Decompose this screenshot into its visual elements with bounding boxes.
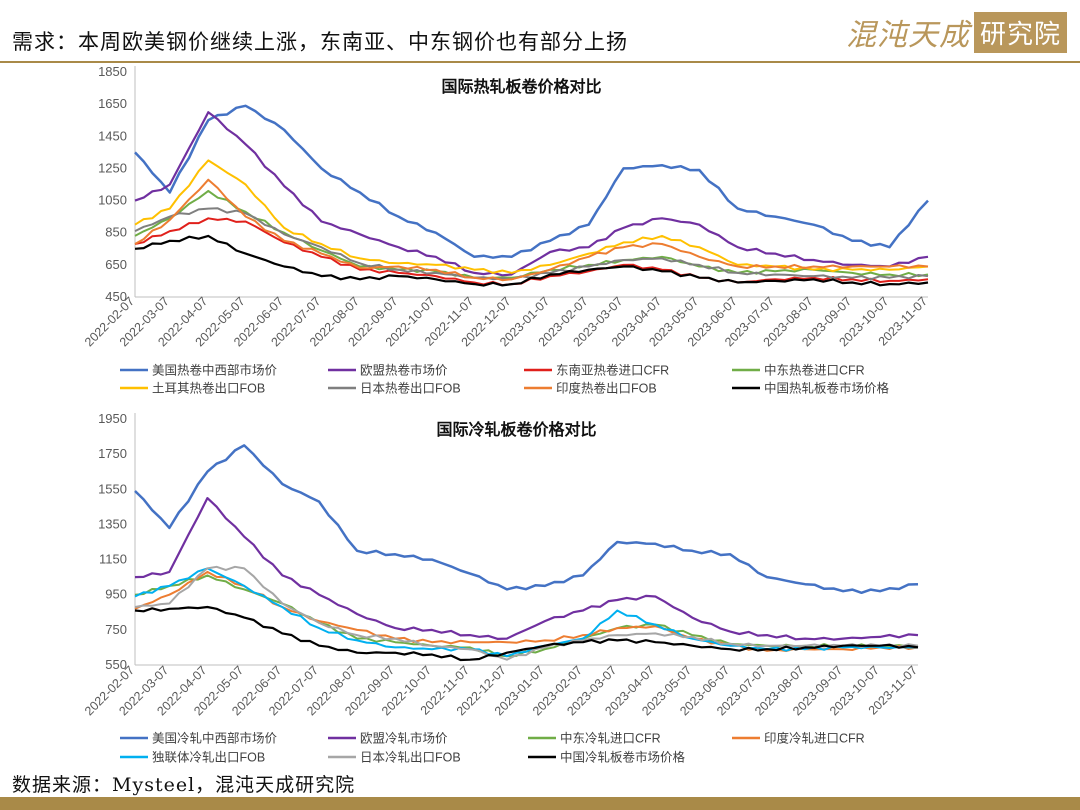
hot-rolled-coil-chart: 国际热轧板卷价格对比 450 650 850 1050 1250 1450 1650 1850 2… [0, 62, 1080, 400]
legend-label: 中东热卷进口CFR [764, 363, 865, 378]
y-tick-label: 1550 [98, 481, 127, 496]
series-line [134, 178, 929, 282]
legend-label: 印度冷轧进口CFR [764, 731, 865, 746]
legend-label: 欧盟热卷市场价 [360, 363, 448, 378]
legend-label: 日本冷轧出口FOB [360, 751, 461, 765]
chart-title: 国际冷轧板卷价格对比 [436, 420, 596, 439]
series-line [134, 444, 919, 595]
cold-rolled-coil-chart: 国际冷轧板卷价格对比 550 750 950 1150 1350 1550 1750 1950 2… [0, 405, 1080, 767]
y-tick-label: 1350 [98, 516, 127, 531]
y-tick-label: 750 [105, 622, 127, 637]
page-title: 需求：本周欧美钢价继续上涨，东南亚、中东钢价也有部分上扬 [12, 30, 628, 54]
legend-label: 印度热卷出口FOB [556, 381, 657, 396]
y-tick-label: 650 [105, 257, 127, 272]
y-tick-label: 1750 [98, 446, 127, 461]
data-source-note: 数据来源：Mysteel，混沌天成研究院 [12, 774, 356, 796]
series-line [134, 565, 919, 661]
series-line [134, 104, 929, 259]
series-line [134, 159, 929, 274]
series-line [134, 605, 919, 662]
y-tick-label: 1850 [98, 64, 127, 79]
legend-label: 日本热卷出口FOB [360, 381, 461, 396]
series-line [134, 111, 929, 277]
legend-label: 欧盟冷轧市场价 [360, 731, 448, 746]
legend-label: 美国冷轧中西部市场价 [152, 731, 278, 746]
legend-label: 中国冷轧板卷市场价格 [560, 750, 686, 765]
brand-logo: 混沌天成 研究院 [846, 10, 1068, 54]
footer-bar [0, 797, 1080, 810]
y-tick-label: 1050 [98, 193, 127, 208]
legend-label: 中东冷轧进口CFR [560, 731, 661, 746]
legend-label: 东南亚热卷进口CFR [556, 363, 669, 378]
y-tick-label: 1950 [98, 411, 127, 426]
page-header: 需求：本周欧美钢价继续上涨，东南亚、中东钢价也有部分上扬 混沌天成 研究院 [0, 0, 1080, 63]
y-tick-label: 450 [105, 289, 127, 304]
y-tick-label: 950 [105, 587, 127, 602]
series-line [134, 189, 929, 279]
y-tick-label: 1150 [99, 552, 127, 567]
y-tick-label: 1650 [98, 96, 127, 111]
series-line [134, 497, 919, 641]
y-tick-label: 550 [105, 657, 127, 672]
logo-text: 混沌天成 [846, 18, 970, 53]
legend-label: 土耳其热卷出口FOB [152, 381, 265, 396]
legend-label: 独联体冷轧出口FOB [152, 751, 265, 765]
series-line [134, 574, 919, 658]
logo-box: 研究院 [974, 11, 1068, 53]
hot-rolled-chart-svg: 国际热轧板卷价格对比450650850105012501450165018502… [82, 64, 930, 396]
cold-rolled-chart-svg: 国际冷轧板卷价格对比550750950115013501550175019502… [82, 411, 920, 765]
chart-title: 国际热轧板卷价格对比 [441, 77, 601, 96]
series-line [134, 234, 929, 287]
legend-label: 中国热轧板卷市场价格 [764, 381, 890, 396]
y-tick-label: 1450 [98, 128, 127, 143]
series-line [134, 567, 919, 658]
y-tick-label: 850 [105, 225, 127, 240]
y-tick-label: 1250 [98, 160, 127, 175]
header-divider [0, 61, 1080, 63]
legend-label: 美国热卷中西部市场价 [152, 363, 278, 378]
